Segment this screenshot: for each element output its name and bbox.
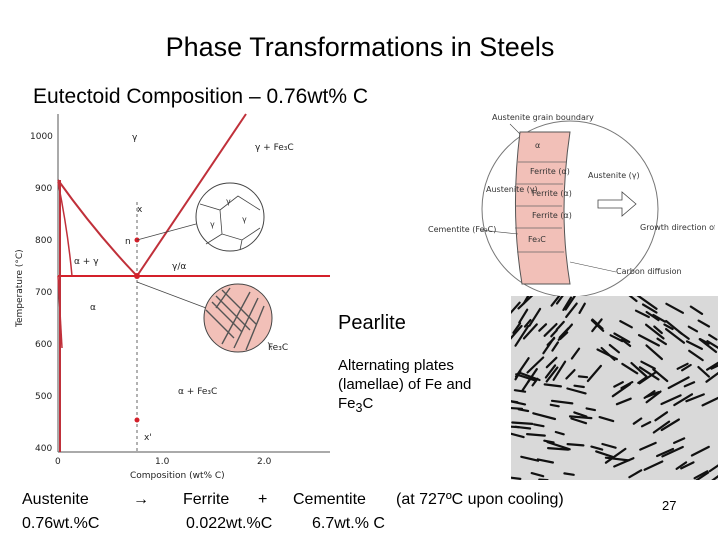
y-axis-label: Temperature (°C) [15,249,25,328]
x-tick: 2.0 [257,457,272,467]
pearlite-inset [136,281,273,353]
pearlite-title: Pearlite [338,312,406,334]
point-label: n [125,237,131,247]
austenite-grains-inset: γ γ γ [136,182,265,252]
x-tick: 0 [55,457,61,467]
alpha-gamma-line [57,181,73,277]
schematic-label: Carbon diffusion [616,267,682,276]
region-label: γ [132,133,138,143]
region-label: α + γ [74,257,99,267]
schematic-label: Growth direction of pearlite [640,223,715,232]
schematic-label: Ferrite (α) [532,211,572,220]
pearlite-growth-schematic: α Ferrite (α) Ferrite (α) Ferrite (α) Fe… [428,113,715,298]
phase-diagram: 1000 900 800 700 600 500 400 Temperature… [15,113,330,480]
y-tick: 800 [35,236,52,246]
y-tick: 500 [35,392,52,402]
cementite-composition: 6.7wt.% C [312,515,385,532]
schematic-label: Austenite (γ) [588,171,640,180]
growth-arrow [597,191,637,217]
austenite-composition: 0.76wt.%C [22,515,100,532]
pearlite-description-suffix: C [362,395,374,412]
y-tick: 900 [35,184,52,194]
schematic-label: Ferrite (α) [530,167,570,176]
x-axis-label: Composition (wt% C) [130,471,225,480]
schematic-label: Austenite grain boundary [492,113,594,122]
eutectoid-point [134,273,140,279]
region-label: Fe₃C [268,343,288,353]
y-tick: 600 [35,340,52,350]
page-number: 27 [662,498,677,513]
schematic-label: Cementite (Fe₃C) [428,225,496,234]
arrow-icon: → [133,491,149,508]
pearlite-description-subscript: 3 [355,401,363,415]
region-label: α + Fe₃C [178,387,217,397]
point-x-prime [134,417,140,423]
acm-line [136,113,247,277]
point-label: x [137,205,143,215]
ferrite-composition: 0.022wt.%C [186,515,273,532]
schematic-label: Ferrite (α) [532,189,572,198]
schematic-label: α [535,141,540,150]
plus-sign: + [258,491,268,508]
region-label: α [90,303,96,313]
y-tick: 700 [35,288,52,298]
phase-diagram-figure: 1000 900 800 700 600 500 400 Temperature… [15,113,715,480]
schematic-label: Austenite (γ) [486,185,538,194]
pearlite-description-text: Alternating plates (lamellae) of Fe and … [338,357,472,412]
point-label: x' [144,433,152,443]
austenite-label: Austenite [22,491,89,508]
x-tick: 1.0 [155,457,170,467]
region-label: γ + Fe₃C [255,143,294,153]
cementite-label: Cementite [293,491,366,508]
svg-text:γ: γ [242,215,247,224]
schematic-label: Fe₃C [528,235,546,244]
slide-subtitle: Eutectoid Composition – 0.76wt% C [33,85,369,108]
svg-text:γ: γ [226,197,231,206]
pearlite-description: Alternating plates (lamellae) of Fe and … [338,356,488,418]
region-label: γ/α [172,262,186,272]
ferrite-label: Ferrite [183,491,230,508]
svg-text:γ: γ [210,220,215,229]
reaction-equation: Austenite 0.76wt.%C → Ferrite + 0.022wt.… [0,488,720,540]
y-tick: 400 [35,444,52,454]
y-tick: 1000 [30,132,53,142]
pearlite-micrograph [511,296,718,480]
slide-title: Phase Transformations in Steels [165,32,555,62]
reaction-condition: (at 727ºC upon cooling) [396,491,564,508]
a3-line [57,179,138,277]
